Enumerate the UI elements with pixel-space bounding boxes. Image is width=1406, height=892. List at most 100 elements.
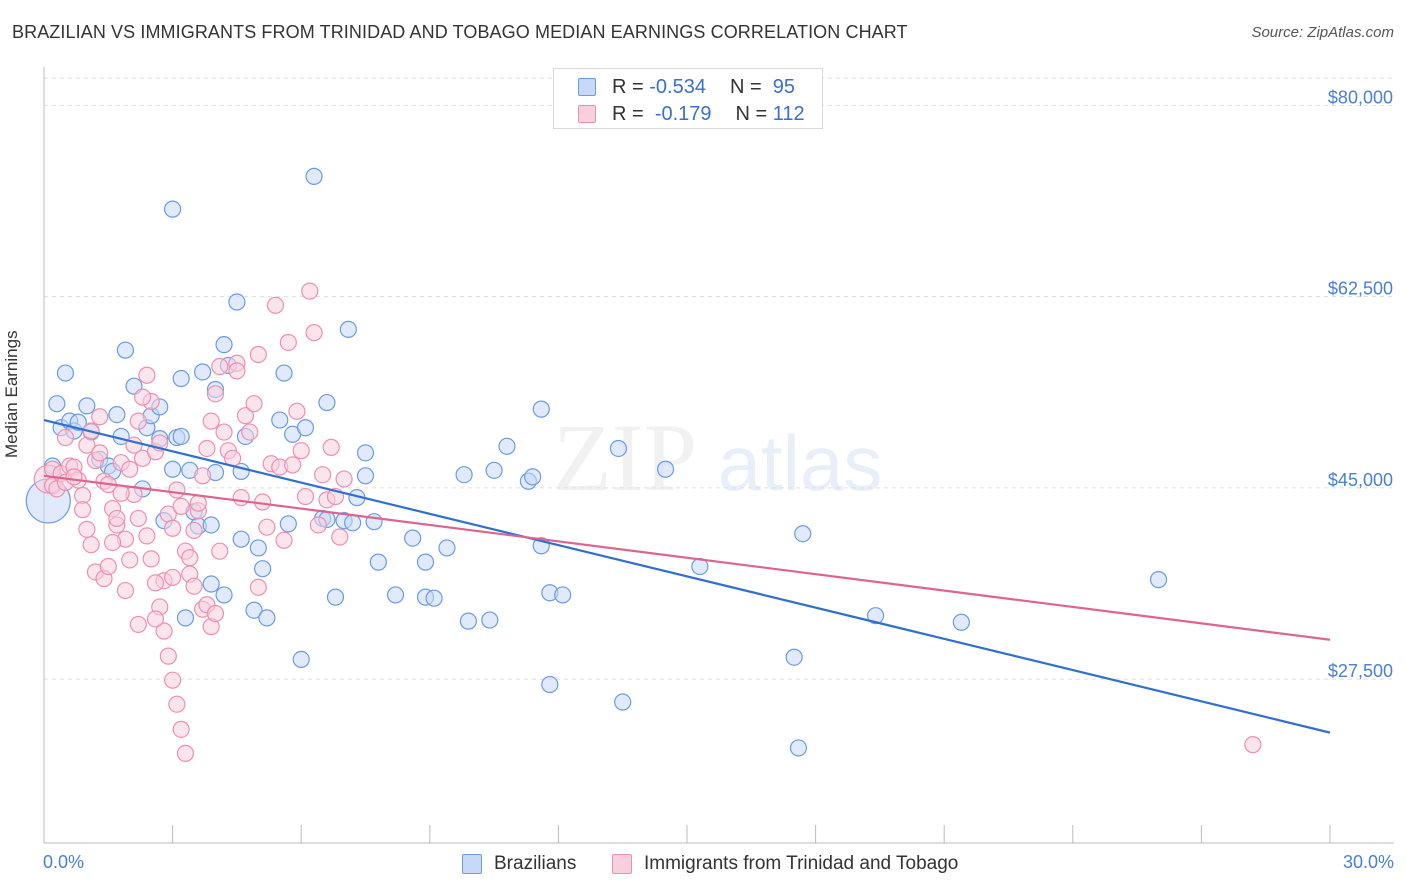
data-point bbox=[266, 296, 285, 314]
data-point bbox=[194, 363, 212, 381]
legend-label: Brazilians bbox=[494, 853, 577, 874]
data-point bbox=[65, 468, 83, 486]
data-point bbox=[202, 575, 220, 593]
data-point bbox=[168, 695, 186, 713]
data-point bbox=[656, 460, 675, 478]
data-point bbox=[129, 509, 147, 528]
data-point bbox=[56, 364, 75, 382]
data-point bbox=[73, 486, 92, 505]
data-point bbox=[164, 671, 182, 689]
data-point bbox=[438, 539, 456, 557]
legend-swatch-blue bbox=[578, 78, 596, 96]
data-point bbox=[73, 501, 92, 519]
data-point bbox=[279, 515, 297, 533]
data-point bbox=[138, 366, 156, 384]
legend-swatch-pink bbox=[612, 854, 632, 874]
data-point bbox=[318, 393, 336, 412]
data-point bbox=[249, 345, 267, 364]
source-label: Source: ZipAtlas.com bbox=[1251, 24, 1394, 41]
data-point bbox=[181, 549, 199, 567]
legend-item-trinidad-tobago[interactable]: Immigrants from Trinidad and Tobago bbox=[612, 852, 958, 876]
y-tick-label: $80,000 bbox=[1328, 87, 1393, 107]
data-point bbox=[69, 413, 87, 431]
data-point bbox=[236, 407, 255, 425]
trend-line-brazilians bbox=[43, 418, 1331, 734]
grid-lines bbox=[44, 77, 1394, 680]
data-point bbox=[339, 320, 357, 338]
data-point bbox=[356, 467, 375, 485]
data-point bbox=[288, 402, 306, 420]
data-point bbox=[56, 428, 75, 447]
data-point bbox=[331, 528, 349, 546]
legend-r-value: -0.179 bbox=[654, 102, 712, 125]
data-point bbox=[142, 550, 160, 568]
legend-row-trinidad-tobago: R = -0.179 N = 112 bbox=[578, 101, 805, 127]
watermark-zip: ZIP bbox=[553, 404, 697, 511]
data-point bbox=[498, 437, 516, 455]
data-point bbox=[215, 586, 233, 604]
data-point bbox=[789, 739, 808, 757]
data-point bbox=[116, 581, 135, 600]
legend-label: Immigrants from Trinidad and Tobago bbox=[644, 853, 959, 874]
data-point bbox=[206, 604, 225, 623]
data-point bbox=[138, 527, 156, 545]
data-point bbox=[78, 520, 96, 538]
y-tick-labels: $27,500 $45,000 $62,500 $80,000 bbox=[1328, 87, 1393, 681]
data-point bbox=[485, 461, 503, 479]
data-point bbox=[249, 539, 267, 557]
data-point bbox=[241, 423, 259, 441]
data-point bbox=[116, 341, 135, 359]
legend-r-value: -0.534 bbox=[649, 75, 706, 98]
data-point bbox=[481, 611, 499, 629]
data-point bbox=[133, 388, 152, 406]
data-point bbox=[356, 444, 375, 462]
chart-title: BRAZILIAN VS IMMIGRANTS FROM TRINIDAD AN… bbox=[12, 22, 908, 42]
data-point bbox=[301, 282, 319, 300]
data-point bbox=[146, 574, 165, 592]
data-point bbox=[425, 589, 443, 607]
data-point bbox=[172, 369, 190, 388]
data-point bbox=[369, 553, 387, 571]
data-point bbox=[202, 412, 220, 430]
data-point bbox=[228, 293, 246, 311]
data-point bbox=[129, 412, 147, 430]
watermark-atlas: atlas bbox=[718, 419, 883, 507]
legend-n-label: N = bbox=[735, 102, 768, 125]
data-point bbox=[245, 601, 263, 619]
data-point bbox=[185, 521, 203, 540]
data-point bbox=[386, 586, 405, 604]
data-point bbox=[211, 542, 229, 560]
legend-item-brazilians[interactable]: Brazilians bbox=[462, 852, 576, 876]
data-point bbox=[91, 444, 109, 462]
data-point bbox=[112, 484, 130, 502]
data-point bbox=[228, 362, 246, 380]
data-point bbox=[305, 324, 323, 342]
data-point bbox=[202, 516, 220, 534]
y-tick-label: $27,500 bbox=[1328, 661, 1393, 681]
data-point bbox=[215, 336, 233, 354]
data-point bbox=[103, 533, 122, 552]
data-point bbox=[172, 497, 190, 515]
data-point bbox=[78, 397, 96, 415]
data-point bbox=[121, 460, 139, 478]
data-point bbox=[292, 442, 310, 460]
data-point bbox=[322, 438, 340, 456]
data-point bbox=[211, 357, 229, 376]
data-point bbox=[129, 615, 147, 634]
data-point bbox=[541, 675, 559, 694]
data-point bbox=[249, 578, 267, 596]
data-point bbox=[1149, 571, 1168, 589]
data-point bbox=[524, 468, 542, 486]
data-point bbox=[867, 607, 885, 625]
data-point bbox=[164, 568, 182, 587]
data-point bbox=[82, 536, 100, 554]
data-point bbox=[245, 395, 263, 413]
data-point bbox=[404, 529, 422, 547]
data-point bbox=[614, 693, 632, 711]
data-point bbox=[296, 419, 315, 437]
series-trinidad-tobago bbox=[33, 282, 1262, 762]
data-point bbox=[48, 395, 66, 413]
y-tick-label: $45,000 bbox=[1328, 470, 1393, 490]
data-point bbox=[232, 489, 250, 507]
